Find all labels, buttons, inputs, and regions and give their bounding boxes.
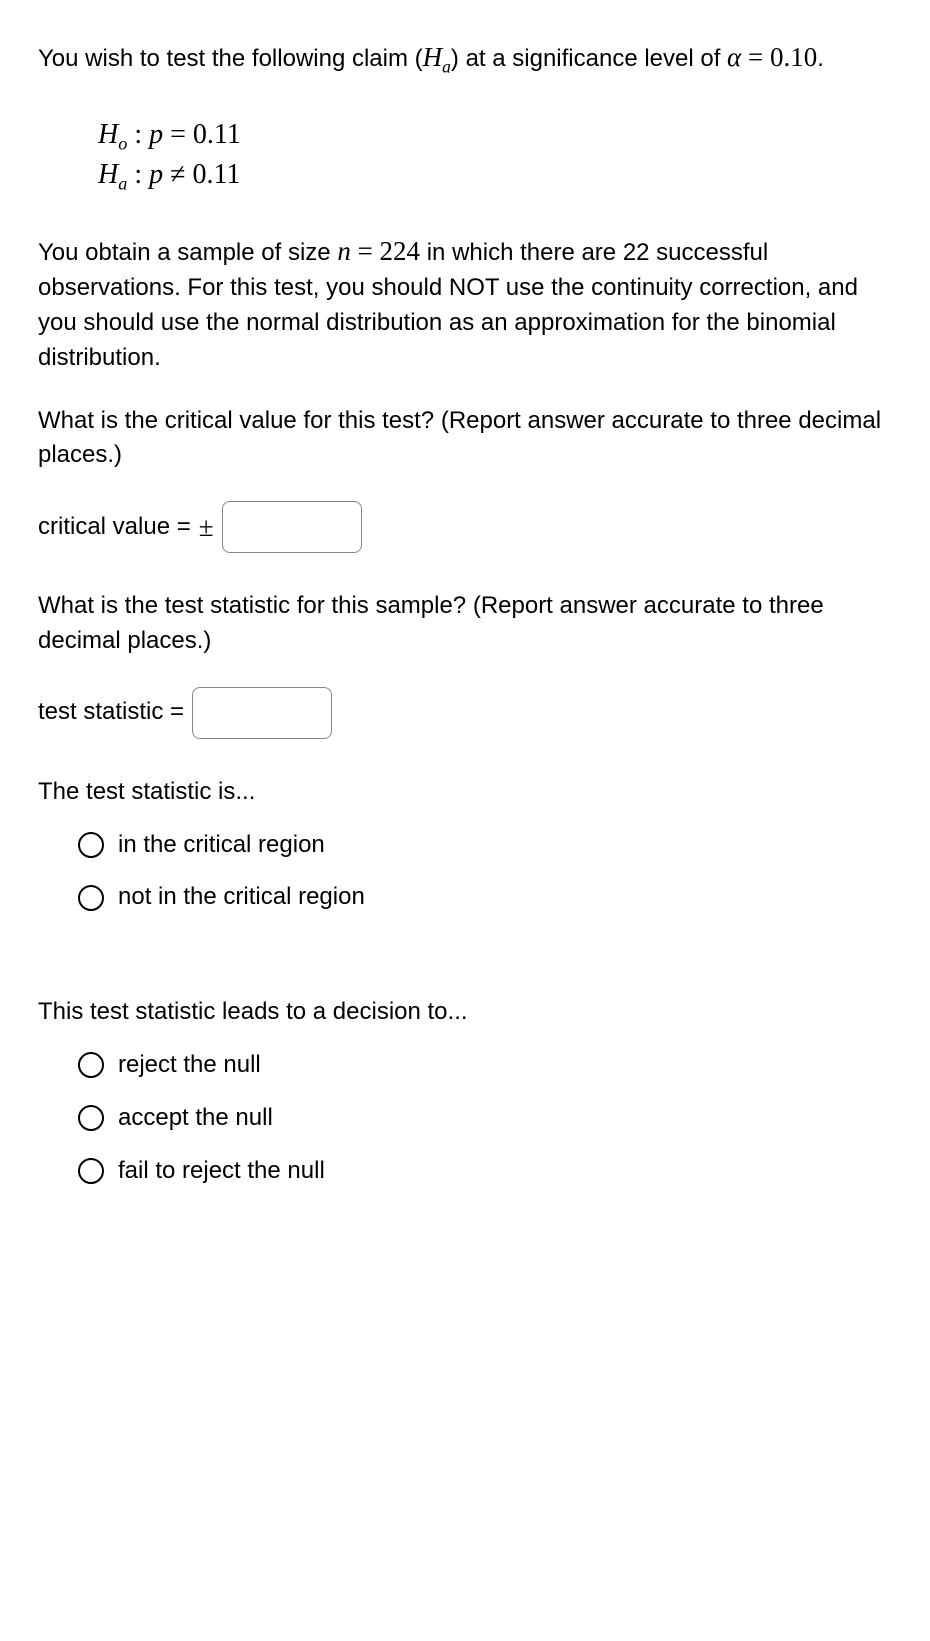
critical-value-label: critical value = (38, 510, 191, 545)
decision-option-label: fail to reject the null (118, 1154, 325, 1189)
test-statistic-label: test statistic = (38, 695, 184, 730)
region-option-label: not in the critical region (118, 880, 365, 915)
critical-value-row: critical value = ± (38, 501, 892, 553)
critical-value-input[interactable] (222, 501, 362, 553)
decision-options: reject the null accept the null fail to … (78, 1048, 892, 1188)
radio-icon (78, 1105, 104, 1131)
null-hypothesis: Ho : p = 0.11 (98, 116, 892, 156)
alpha-symbol: α (727, 42, 741, 72)
sample-paragraph: You obtain a sample of size n = 224 in w… (38, 232, 892, 376)
test-statistic-input[interactable] (192, 687, 332, 739)
decision-option-label: reject the null (118, 1048, 261, 1083)
decision-lead: This test statistic leads to a decision … (38, 995, 892, 1030)
region-option-label: in the critical region (118, 828, 325, 863)
decision-option-accept[interactable]: accept the null (78, 1101, 892, 1136)
n-value: 224 (380, 236, 421, 266)
radio-icon (78, 885, 104, 911)
n-symbol: n (337, 236, 351, 266)
alpha-eq: = (741, 42, 770, 72)
test-statistic-question: What is the test statistic for this samp… (38, 589, 892, 659)
radio-icon (78, 1052, 104, 1078)
critical-value-question: What is the critical value for this test… (38, 404, 892, 474)
alpha-value: 0.10 (770, 42, 817, 72)
radio-icon (78, 1158, 104, 1184)
region-options: in the critical region not in the critic… (78, 828, 892, 916)
intro-text-1: You wish to test the following claim ( (38, 45, 423, 72)
decision-option-label: accept the null (118, 1101, 273, 1136)
Ha-H: H (423, 42, 443, 72)
region-option-not-in[interactable]: not in the critical region (78, 880, 892, 915)
intro-period: . (817, 45, 824, 72)
decision-option-fail-reject[interactable]: fail to reject the null (78, 1154, 892, 1189)
plus-minus-symbol: ± (199, 508, 214, 547)
intro-text-2: ) at a significance level of (451, 45, 727, 72)
test-statistic-row: test statistic = (38, 687, 892, 739)
radio-icon (78, 832, 104, 858)
hypotheses-block: Ho : p = 0.11 Ha : p ≠ 0.11 (98, 116, 892, 196)
intro-paragraph: You wish to test the following claim (Ha… (38, 38, 892, 80)
region-option-in[interactable]: in the critical region (78, 828, 892, 863)
decision-option-reject[interactable]: reject the null (78, 1048, 892, 1083)
region-lead: The test statistic is... (38, 775, 892, 810)
alt-hypothesis: Ha : p ≠ 0.11 (98, 156, 892, 196)
Ha-sub: a (442, 56, 451, 76)
